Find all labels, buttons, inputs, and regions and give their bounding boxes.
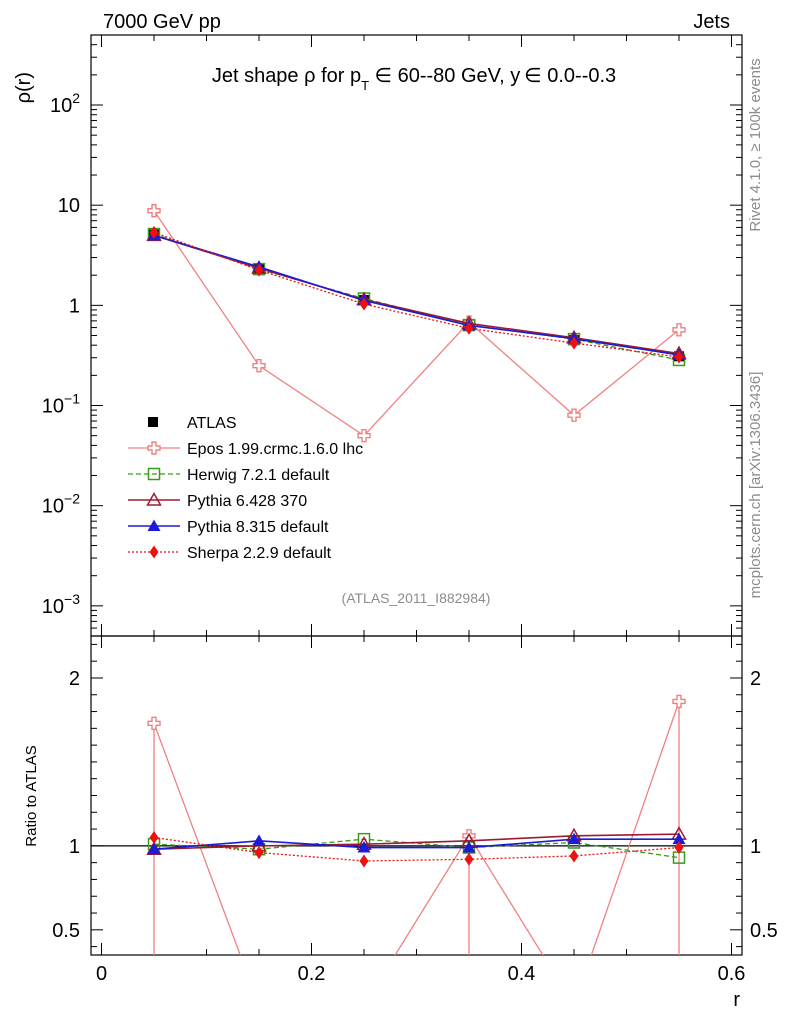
- main-line-sherpa: [153, 231, 680, 358]
- legend-marker-epos: [147, 441, 161, 455]
- ratio-point-sherpa: [254, 846, 264, 860]
- ratio-ylabel: Ratio to ATLAS: [23, 745, 40, 846]
- header-left: 7000 GeV pp: [103, 11, 221, 33]
- ratio-point-pythia8: [462, 841, 476, 853]
- rivet-label: Rivet 4.1.0, ≥ 100k events: [747, 58, 764, 231]
- ratio-line-pythia8: [153, 838, 679, 851]
- main-series-sherpa: [149, 225, 684, 364]
- main-point-sherpa: [254, 263, 264, 277]
- main-point-epos: [147, 204, 161, 218]
- main-point-sherpa: [359, 297, 369, 311]
- main-series-pythia8: [147, 228, 686, 360]
- x-tick-label: 0.6: [718, 963, 746, 985]
- ratio-point-pythia8: [357, 841, 371, 853]
- mcplots-label: mcplots.cern.ch [arXiv:1306.3436]: [747, 372, 764, 599]
- ratio-point-pythia8: [672, 832, 686, 845]
- ratio-y-tick-label: 1: [69, 836, 80, 858]
- x-tick-label: 0.2: [298, 963, 326, 985]
- legend-label-epos: Epos 1.99.crmc.1.6.0 lhc: [187, 441, 363, 458]
- x-axis-label: r: [733, 989, 740, 1011]
- ratio-y-tick-label-right: 1: [750, 836, 761, 858]
- main-series: [146, 204, 687, 443]
- legend-label-pythia6: Pythia 6.428 370: [187, 493, 307, 510]
- ratio-point-epos: [358, 999, 370, 1011]
- y-tick-label: 1: [69, 295, 80, 317]
- ratio-point-pythia8: [252, 834, 266, 846]
- ratio-point-epos: [568, 999, 580, 1011]
- main-point-sherpa: [569, 336, 579, 350]
- ratio-point-epos: [147, 716, 161, 731]
- ratio-point-sherpa: [569, 849, 579, 863]
- ratio-point-epos: [253, 999, 265, 1011]
- main-point-epos: [357, 428, 371, 443]
- ratio-point-sherpa: [674, 841, 684, 855]
- ratio-series-pythia8: [147, 832, 686, 855]
- y-tick-label: 10: [58, 195, 80, 217]
- main-point-sherpa: [464, 321, 474, 335]
- ratio-point-sherpa: [359, 854, 369, 868]
- ratio-y-tick-label: 2: [69, 668, 80, 690]
- ratio-ticks: 0.5 0.5 1 1 2 2 0 0.2 0.4 0.6: [52, 636, 778, 985]
- y-tick-label: 102: [50, 90, 80, 117]
- ratio-line-sherpa: [153, 836, 680, 862]
- main-series-epos: [147, 204, 686, 443]
- ratio-y-tick-label-right: 2: [750, 668, 761, 690]
- ratio-series-sherpa: [149, 830, 684, 868]
- main-point-sherpa: [674, 350, 684, 364]
- ratio-point-sherpa: [464, 852, 474, 866]
- ratio-series-herwig: [147, 832, 686, 864]
- main-point-sherpa: [149, 225, 159, 239]
- legend: ATLAS Epos 1.99.crmc.1.6.0 lhc Herwig 7.2.…: [128, 415, 363, 562]
- legend-marker-herwig: [147, 467, 161, 481]
- main-point-epos: [672, 323, 686, 337]
- ratio-point-sherpa: [149, 830, 159, 844]
- ratio-series: [146, 694, 687, 1011]
- analysis-annotation: (ATLAS_2011_I882984): [342, 590, 491, 606]
- legend-label-pythia8: Pythia 8.315 default: [187, 519, 329, 536]
- main-point-epos: [567, 408, 581, 422]
- main-point-epos: [252, 358, 266, 373]
- main-line-epos: [153, 210, 680, 437]
- header-right: Jets: [693, 11, 730, 33]
- main-line-pythia6: [153, 234, 680, 355]
- main-ylabel: ρ(r): [13, 72, 35, 103]
- main-line-pythia8: [153, 234, 680, 356]
- ratio-series-pythia6: [146, 826, 687, 855]
- ratio-line-pythia6: [153, 833, 680, 851]
- legend-marker-pythia6: [146, 491, 162, 506]
- ratio-y-tick-label: 0.5: [52, 920, 80, 942]
- y-tick-label: 10−1: [42, 391, 80, 418]
- legend-marker-pythia8: [147, 519, 161, 531]
- legend-label-sherpa: Sherpa 2.2.9 default: [187, 545, 332, 562]
- ratio-y-tick-label-right: 0.5: [750, 920, 778, 942]
- legend-label-herwig: Herwig 7.2.1 default: [187, 467, 330, 484]
- ratio-line-epos: [153, 701, 680, 955]
- legend-marker-sherpa: [149, 545, 159, 559]
- main-title: Jet shape ρ for pT ∈ 60--80 GeV, y ∈ 0.0-…: [212, 65, 616, 93]
- main-series-herwig: [147, 227, 686, 367]
- legend-marker-atlas: [148, 417, 158, 427]
- x-tick-label: 0: [96, 963, 107, 985]
- y-tick-label: 10−3: [42, 591, 80, 618]
- ratio-point-pythia8: [147, 842, 161, 855]
- main-y-ticks: 10−3 10−2 10−1 1 10 102: [42, 34, 742, 637]
- y-tick-label: 10−2: [42, 491, 80, 518]
- ratio-point-epos: [672, 694, 686, 709]
- ratio-plot-frame: [90, 635, 743, 956]
- legend-label-atlas: ATLAS: [187, 415, 237, 432]
- x-tick-label: 0.4: [508, 963, 536, 985]
- ratio-point-pythia8: [567, 832, 581, 845]
- main-series-pythia6: [146, 227, 687, 360]
